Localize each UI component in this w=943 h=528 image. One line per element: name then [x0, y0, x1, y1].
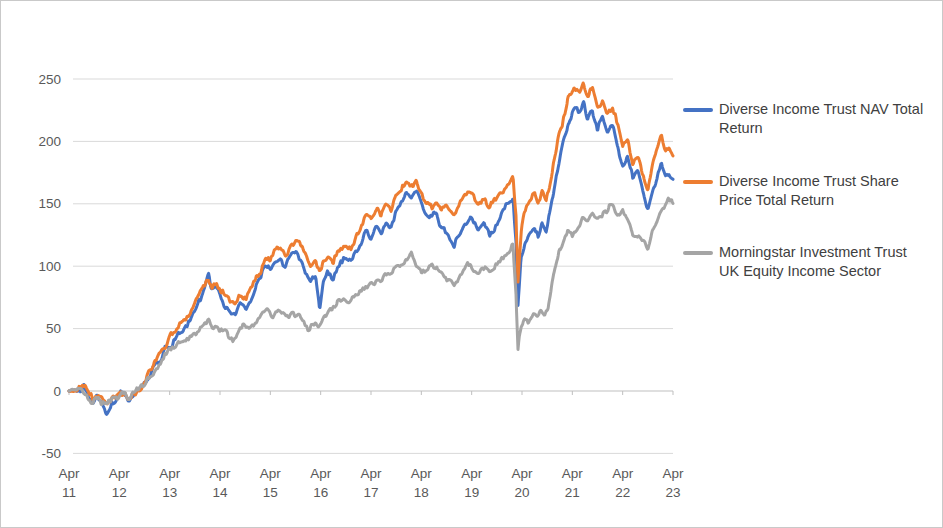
svg-text:17: 17 [363, 485, 378, 500]
svg-text:18: 18 [414, 485, 429, 500]
svg-text:19: 19 [464, 485, 479, 500]
svg-text:Apr: Apr [461, 466, 483, 481]
svg-text:22: 22 [615, 485, 630, 500]
svg-text:Apr: Apr [411, 466, 433, 481]
svg-text:12: 12 [112, 485, 127, 500]
svg-text:200: 200 [38, 134, 61, 149]
svg-text:Apr: Apr [360, 466, 382, 481]
legend-line-swatch-gray [683, 251, 713, 255]
svg-text:Apr: Apr [310, 466, 332, 481]
svg-text:Apr: Apr [159, 466, 181, 481]
svg-text:Apr: Apr [109, 466, 131, 481]
svg-text:50: 50 [46, 321, 61, 336]
svg-text:0: 0 [53, 384, 61, 399]
svg-text:100: 100 [38, 259, 61, 274]
legend-line-swatch-blue [683, 108, 713, 112]
svg-text:20: 20 [514, 485, 529, 500]
svg-text:Apr: Apr [260, 466, 282, 481]
svg-text:15: 15 [263, 485, 278, 500]
svg-text:11: 11 [62, 485, 76, 500]
legend-item-share-price: Diverse Income Trust Share Price Total R… [683, 172, 933, 210]
legend-item-nav: Diverse Income Trust NAV Total Return [683, 100, 933, 138]
svg-text:Apr: Apr [662, 466, 684, 481]
svg-text:16: 16 [313, 485, 328, 500]
svg-text:Apr: Apr [209, 466, 231, 481]
chart-container: 250 200 150 100 50 0 -50 Apr 11 Apr 12 Apr 13 Apr 14 Ap… [0, 0, 943, 528]
svg-text:14: 14 [212, 485, 228, 500]
svg-text:Apr: Apr [612, 466, 634, 481]
svg-text:Apr: Apr [562, 466, 584, 481]
svg-text:Apr: Apr [58, 466, 80, 481]
legend-item-sector: Morningstar Investment Trust UK Equity I… [683, 243, 933, 281]
svg-text:150: 150 [38, 196, 61, 211]
svg-text:23: 23 [665, 485, 680, 500]
legend-label: Diverse Income Trust NAV Total Return [719, 100, 924, 138]
chart-legend: Diverse Income Trust NAV Total Return Di… [683, 100, 933, 281]
svg-text:21: 21 [565, 485, 580, 500]
legend-label: Diverse Income Trust Share Price Total R… [719, 172, 924, 210]
svg-text:13: 13 [162, 485, 177, 500]
svg-text:250: 250 [38, 72, 61, 87]
svg-text:-50: -50 [41, 446, 61, 461]
legend-line-swatch-orange [683, 180, 713, 184]
svg-text:Apr: Apr [511, 466, 533, 481]
legend-label: Morningstar Investment Trust UK Equity I… [719, 243, 924, 281]
